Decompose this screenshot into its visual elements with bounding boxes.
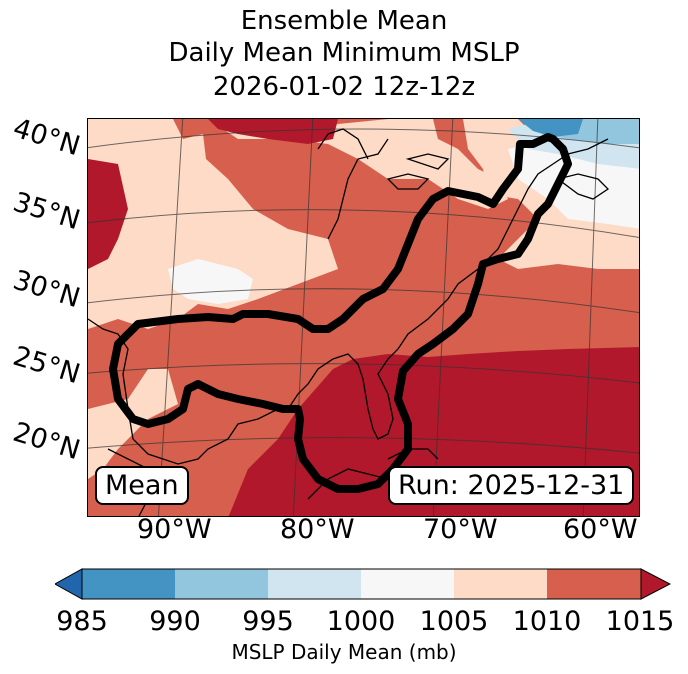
lat-label-25n: 25°N [9, 340, 84, 391]
run-label: Run: 2025-12-31 [388, 466, 635, 505]
band-1015-north [208, 119, 338, 144]
lon-label-90w: 90°W [137, 514, 212, 545]
colorbar-tick-990: 990 [149, 606, 201, 637]
title-line-1: Ensemble Mean [240, 6, 448, 36]
band-1005-1010-southwest [88, 369, 178, 479]
band-1005-1010-west [88, 119, 338, 329]
mean-label: Mean [95, 466, 189, 505]
pressure-map [87, 118, 640, 517]
band-985-990 [518, 119, 583, 137]
lon-label-60w: 60°W [563, 514, 638, 545]
colorbar-extend-high [640, 568, 671, 600]
colorbar-tick-995: 995 [242, 606, 294, 637]
lon-label-70w: 70°W [423, 514, 498, 545]
colorbar [55, 568, 671, 600]
lat-label-40n: 40°N [9, 112, 84, 163]
colorbar-tick-1005: 1005 [419, 606, 489, 637]
colorbar-tick-1000: 1000 [326, 606, 396, 637]
mslp-contour [109, 133, 572, 493]
band-1000-1005-gulf [168, 259, 253, 304]
colorbar-tick-985: 985 [56, 606, 108, 637]
lat-label-20n: 20°N [9, 416, 84, 467]
colorbar-label: MSLP Daily Mean (mb) [231, 640, 457, 664]
colorbar-segment-985-990 [82, 569, 175, 599]
lon-label-80w: 80°W [280, 514, 355, 545]
colorbar-segment-995-1000 [268, 569, 361, 599]
colorbar-segment-1005-1010 [454, 569, 547, 599]
colorbar-tick-1010: 1010 [512, 606, 582, 637]
colorbar-segment-990-995 [175, 569, 268, 599]
colorbar-segment-1010-1015 [547, 569, 641, 599]
title-line-3: 2026-01-02 12z-12z [212, 72, 476, 102]
colorbar-extend-low [55, 568, 83, 600]
lat-label-35n: 35°N [9, 186, 84, 237]
colorbar-tick-1015: 1015 [605, 606, 675, 637]
colorbar-segment-1000-1005 [361, 569, 454, 599]
title-line-2: Daily Mean Minimum MSLP [168, 38, 520, 68]
band-1015-west [88, 159, 128, 269]
lat-label-30n: 30°N [9, 264, 84, 315]
band-1005-1010-north [208, 119, 508, 209]
